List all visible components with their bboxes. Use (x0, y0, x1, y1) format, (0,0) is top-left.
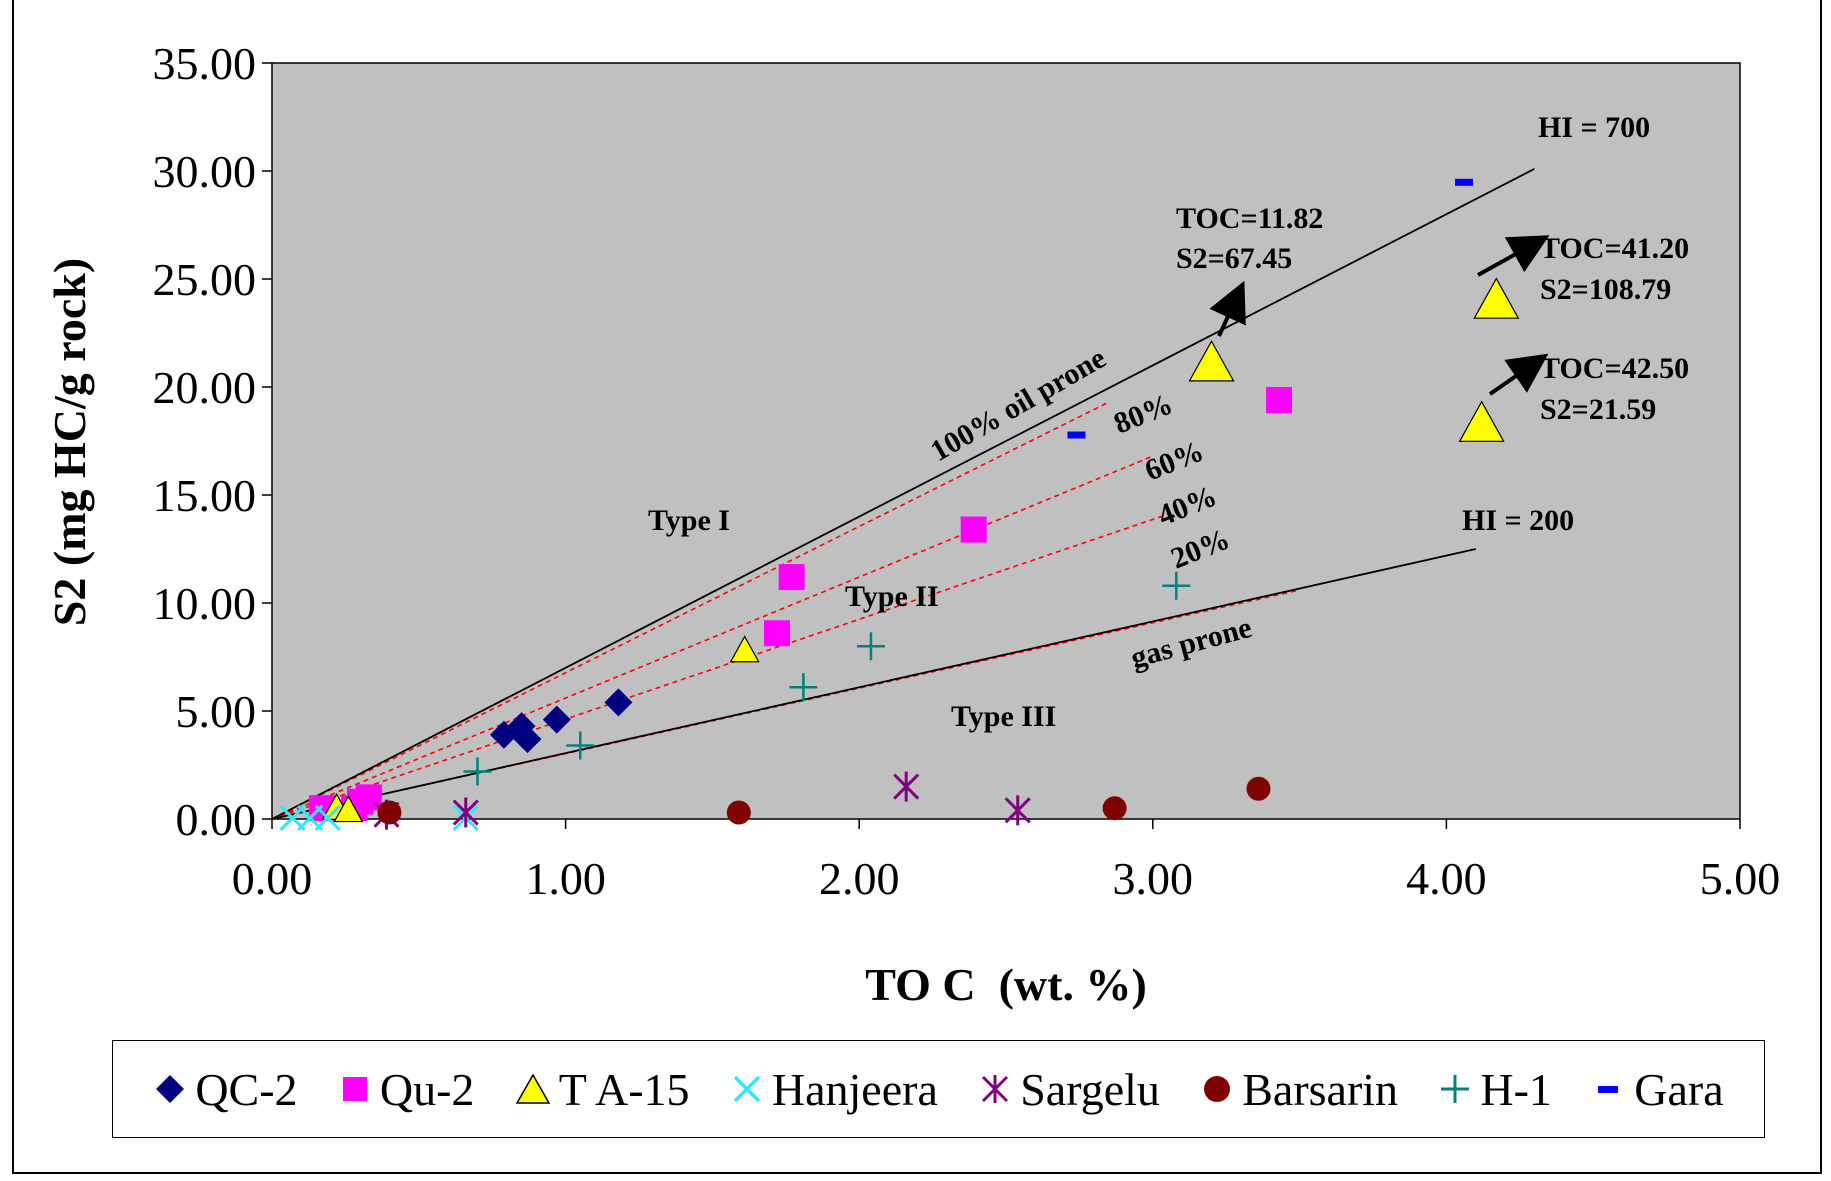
x-tick-label: 5.00 (1700, 853, 1781, 904)
data-point-qu-2 (960, 516, 987, 543)
data-point-gara (1455, 178, 1474, 186)
hi200-label: HI = 200 (1462, 504, 1574, 537)
legend-item-hanjeera: Hanjeera (730, 1063, 938, 1116)
data-point-sargelu (452, 797, 479, 828)
arrow-toc1 (1209, 280, 1246, 337)
data-point-qu-2 (778, 564, 805, 591)
x-axis-label: TO C (wt. %) (865, 959, 1147, 1010)
legend-item-barsarin: Barsarin (1200, 1063, 1398, 1116)
hi-line (271, 548, 1476, 820)
legend-item-ta15: T A-15 (515, 1063, 690, 1116)
dash-icon (1598, 1086, 1619, 1093)
percent-line (271, 401, 1110, 820)
data-point-qu-2 (763, 620, 790, 647)
data-point-gara (1067, 431, 1086, 439)
circle-icon (1204, 1076, 1231, 1102)
x-tick-label: 2.00 (819, 853, 900, 904)
y-tick-label: 25.00 (153, 254, 257, 305)
legend-label: Gara (1634, 1063, 1724, 1115)
data-point-barsarin (1102, 796, 1127, 821)
data-point-hanjeera (314, 804, 341, 831)
legend-label: Hanjeera (771, 1063, 938, 1115)
x-tick-label: 0.00 (232, 853, 313, 904)
legend: QC-2 Qu-2 T A-15 Hanjeera Sargelu Barsar… (112, 1040, 1765, 1138)
y-tick-label: 35.00 (153, 38, 257, 89)
x-tick-label: 1.00 (525, 853, 606, 904)
data-point-ta-15 (333, 795, 364, 823)
data-point-ta-15 (1188, 340, 1235, 382)
hi-line (271, 168, 1535, 820)
data-point-barsarin (1246, 776, 1271, 801)
data-point-sargelu (1004, 795, 1031, 826)
data-point-h-1 (463, 757, 492, 786)
y-tick-label: 20.00 (153, 362, 257, 413)
asterisk-icon (982, 1075, 1009, 1103)
legend-label: H-1 (1480, 1063, 1552, 1115)
toc3-label: TOC=42.50 (1540, 352, 1689, 385)
data-point-h-1 (1162, 571, 1191, 600)
y-tick-label: 10.00 (153, 578, 257, 629)
data-point-h-1 (566, 731, 595, 760)
x-tick-label: 4.00 (1406, 853, 1487, 904)
legend-item-qc2: QC-2 (153, 1063, 298, 1116)
legend-label: Barsarin (1242, 1063, 1399, 1115)
y-tick-label: 5.00 (176, 686, 257, 737)
toc2-label: TOC=41.20 (1540, 232, 1689, 265)
legend-label: Qu-2 (379, 1063, 475, 1115)
percent-line (271, 513, 1168, 820)
data-point-qc-2 (542, 705, 571, 734)
plus-icon (1441, 1075, 1470, 1103)
y-axis-label: S2 (mg HC/g rock) (44, 258, 95, 626)
data-point-ta-15 (1458, 400, 1505, 442)
data-point-qc-2 (513, 725, 542, 754)
data-point-ta-15 (1473, 277, 1520, 319)
legend-item-sargelu: Sargelu (978, 1063, 1160, 1116)
y-tick-label: 15.00 (153, 470, 257, 521)
chart-frame (12, 0, 1822, 1174)
data-point-h-1 (789, 673, 818, 702)
type3-label: Type III (951, 700, 1056, 733)
data-point-h-1 (856, 632, 885, 661)
y-tick-label: 0.00 (176, 794, 257, 845)
legend-label: Sargelu (1020, 1063, 1160, 1115)
legend-item-qu2: Qu-2 (338, 1063, 475, 1116)
legend-label: T A-15 (558, 1063, 690, 1115)
triangle-icon (515, 1073, 551, 1104)
legend-item-gara: Gara (1592, 1063, 1724, 1116)
s2-2-label: S2=108.79 (1540, 273, 1671, 306)
y-tick-label: 30.00 (153, 146, 257, 197)
arrow-toc3 (1488, 353, 1549, 396)
arrow-toc2 (1477, 235, 1550, 277)
toc1-label: TOC=11.82 (1176, 202, 1323, 235)
data-point-qu-2 (1266, 386, 1293, 413)
legend-label: QC-2 (195, 1063, 298, 1115)
legend-item-h1: H-1 (1438, 1063, 1552, 1116)
percent-line (271, 455, 1154, 820)
data-point-barsarin (377, 800, 402, 825)
square-icon (342, 1077, 367, 1101)
data-point-qc-2 (604, 688, 633, 717)
data-point-ta-15 (729, 635, 760, 663)
hi700-label: HI = 700 (1538, 111, 1650, 144)
diamond-icon (156, 1075, 185, 1103)
x-tick-label: 3.00 (1113, 853, 1194, 904)
data-point-sargelu (893, 771, 920, 802)
type1-label: Type I (648, 504, 730, 537)
type2-label: Type II (845, 580, 939, 613)
s2-3-label: S2=21.59 (1540, 393, 1656, 426)
data-point-barsarin (726, 800, 751, 825)
s2-1-label: S2=67.45 (1176, 242, 1292, 275)
x-icon (733, 1075, 761, 1103)
